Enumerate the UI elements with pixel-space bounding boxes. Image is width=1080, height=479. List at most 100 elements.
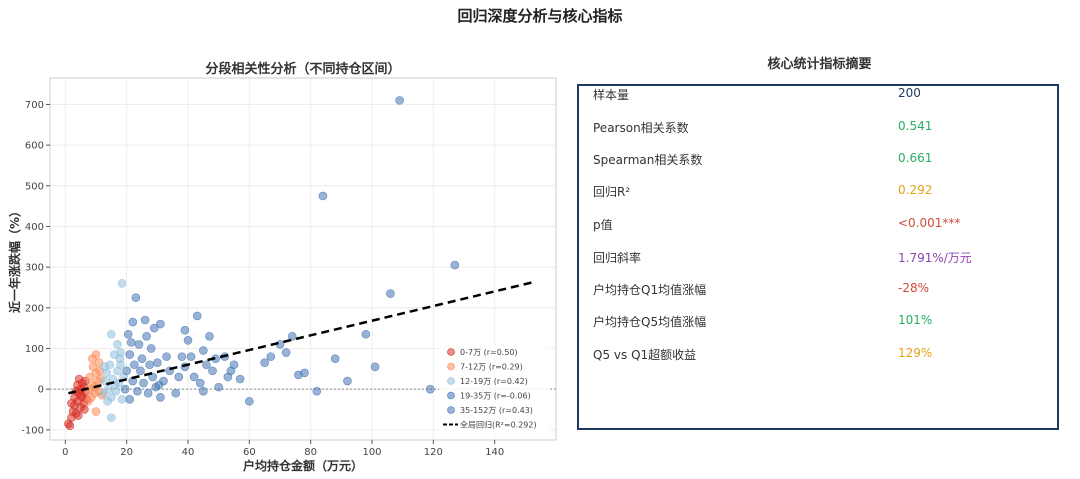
data-point <box>156 392 165 402</box>
y-tick-label: -100 <box>21 425 44 436</box>
stat-value: 101% <box>898 313 933 327</box>
data-point <box>139 378 148 388</box>
stat-row: Spearman相关系数 0.661 <box>593 151 1047 171</box>
data-point <box>156 319 165 329</box>
chart-title: 分段相关性分析（不同持仓区间） <box>205 62 401 77</box>
data-point <box>113 340 122 349</box>
data-point <box>370 362 380 372</box>
legend-marker <box>447 377 455 385</box>
regression-line <box>68 281 532 395</box>
stat-label: 回归斜率 <box>593 251 642 265</box>
data-point <box>395 96 404 105</box>
data-point <box>85 372 95 382</box>
data-point <box>145 360 154 370</box>
data-point <box>205 331 214 341</box>
data-point <box>154 380 164 390</box>
data-point <box>180 325 190 335</box>
data-point <box>281 348 291 357</box>
data-point <box>202 360 211 370</box>
data-point <box>125 350 135 359</box>
data-point <box>153 358 162 368</box>
data-point <box>226 366 236 376</box>
stat-row: 样本量 200 <box>593 86 1047 106</box>
data-point <box>192 311 202 321</box>
data-point <box>235 374 245 384</box>
legend-box <box>439 344 550 435</box>
stat-row: Q5 vs Q1超额收益 129% <box>593 346 1047 366</box>
data-point <box>117 395 127 404</box>
y-tick-label: 300 <box>25 263 44 274</box>
data-point <box>134 340 144 349</box>
data-point <box>149 323 159 333</box>
stat-label: 户均持仓Q5均值涨幅 <box>593 315 707 329</box>
data-point <box>189 372 199 382</box>
stat-label: 样本量 <box>593 88 630 102</box>
stat-value: -28% <box>898 281 930 295</box>
data-point <box>171 388 181 398</box>
data-point <box>103 397 112 406</box>
data-point <box>107 329 116 339</box>
data-point <box>137 354 147 363</box>
data-point <box>67 399 76 408</box>
stat-label: Pearson相关系数 <box>593 121 689 135</box>
stat-row: 户均持仓Q1均值涨幅 -28% <box>593 281 1047 301</box>
legend-label: 12-19万 (r=0.42) <box>460 377 528 386</box>
stat-row: Pearson相关系数 0.541 <box>593 119 1047 139</box>
stat-value: <0.001*** <box>898 216 961 230</box>
data-point <box>143 388 153 398</box>
data-point <box>162 352 171 361</box>
x-tick-label: 60 <box>243 447 256 458</box>
y-tick-label: 100 <box>25 344 44 355</box>
data-point <box>300 368 309 378</box>
data-point <box>361 329 371 339</box>
data-point <box>76 390 86 400</box>
data-point <box>330 354 340 363</box>
data-point <box>199 386 208 396</box>
data-point <box>128 317 138 327</box>
x-tick-label: 80 <box>304 447 317 458</box>
data-point <box>65 421 75 431</box>
stats-panel: 样本量 200 Pearson相关系数 0.541 Spearman相关系数 0.661 回… <box>577 84 1059 430</box>
stat-value: 129% <box>898 346 933 360</box>
x-axis-label: 户均持仓金额（万元） <box>243 458 363 473</box>
stat-row: 回归R² 0.292 <box>593 183 1047 203</box>
plot-frame <box>49 77 557 441</box>
data-point <box>186 352 196 361</box>
data-point <box>148 372 158 382</box>
data-point <box>133 386 142 396</box>
data-point <box>125 395 135 404</box>
data-point <box>318 191 328 201</box>
data-point <box>123 329 133 339</box>
data-point <box>136 366 145 376</box>
y-tick-label: 600 <box>25 141 44 152</box>
legend-marker <box>447 391 455 400</box>
x-tick-label: 100 <box>362 447 381 458</box>
legend-label: 0-7万 (r=0.50) <box>460 348 518 357</box>
y-axis-label: 近一年涨跌幅（%） <box>7 205 22 313</box>
stat-row: p值 <0.001*** <box>593 216 1047 236</box>
data-point <box>287 331 297 341</box>
data-point <box>142 331 151 341</box>
y-tick-label: 400 <box>25 222 44 233</box>
legend-label: 35-152万 (r=0.43) <box>460 406 533 415</box>
stat-value: 0.661 <box>898 151 933 165</box>
y-tick-label: 500 <box>25 181 44 192</box>
figure-title: 回归深度分析与核心指标 <box>457 7 623 25</box>
legend-marker <box>447 362 455 371</box>
data-point <box>73 411 83 420</box>
data-point <box>91 407 101 416</box>
x-tick-label: 40 <box>182 447 195 458</box>
data-point <box>177 352 187 361</box>
legend-marker <box>447 406 455 414</box>
x-tick-label: 0 <box>62 447 68 458</box>
stat-value: 0.541 <box>898 119 933 133</box>
legend-label: 7-12万 (r=0.29) <box>460 363 523 372</box>
data-point <box>260 358 269 368</box>
data-point <box>130 360 139 370</box>
data-point <box>183 336 193 345</box>
data-point <box>195 378 205 388</box>
stats-title: 核心统计指标摘要 <box>767 57 872 72</box>
data-point <box>266 352 276 361</box>
stat-label: p值 <box>593 218 613 232</box>
